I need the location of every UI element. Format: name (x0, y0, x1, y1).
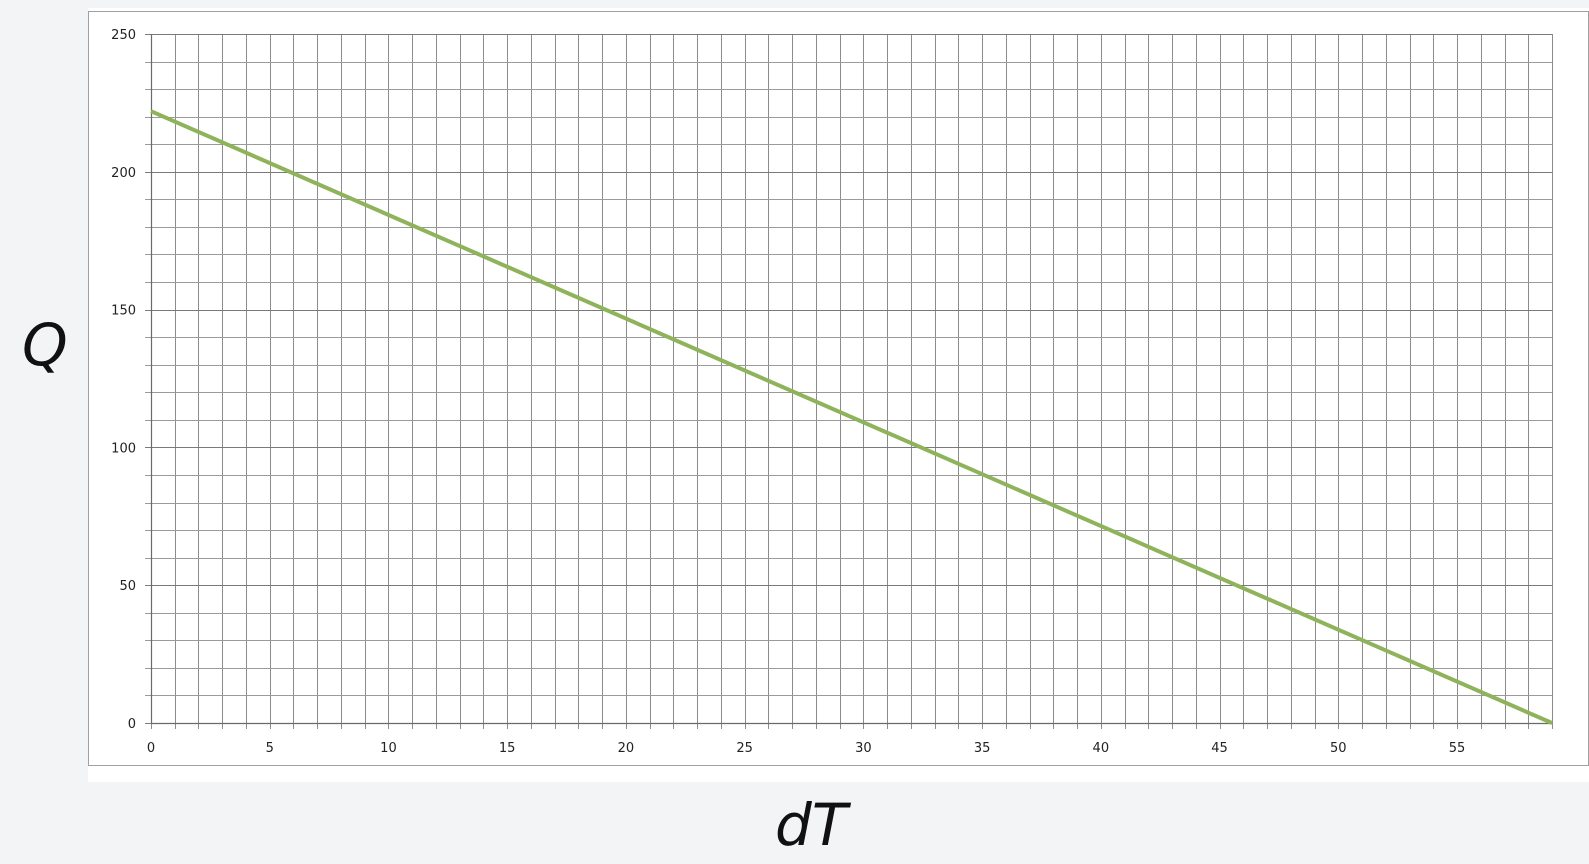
x-tick-label: 45 (1211, 741, 1228, 756)
x-tick-label: 25 (736, 741, 753, 756)
y-tick-label: 0 (128, 717, 136, 732)
x-tick-label: 10 (380, 741, 397, 756)
x-tick-label: 35 (974, 741, 991, 756)
x-tick-label: 40 (1093, 741, 1110, 756)
x-tick-label: 0 (147, 741, 155, 756)
y-tick-label: 100 (111, 441, 136, 456)
y-tick-label: 250 (111, 28, 136, 43)
chart-panel: 0 50 100 150 200 250 0 5 10 15 20 25 30 35 40 45 50 55 (88, 8, 1589, 782)
series-line-0 (150, 109, 1553, 725)
chart-plot: 0 50 100 150 200 250 0 5 10 15 20 25 30 35 40 45 50 55 (88, 11, 1589, 766)
x-tick-label: 15 (499, 741, 516, 756)
y-tick-label: 150 (111, 304, 136, 319)
x-tick-label: 30 (855, 741, 872, 756)
y-tick-label: 50 (119, 579, 136, 594)
chart-frame (88, 11, 1589, 766)
x-tick-label: 20 (618, 741, 635, 756)
x-axis-label: dT (775, 791, 848, 859)
y-tick-label: 200 (111, 166, 136, 181)
y-axis-label: Q (22, 311, 68, 379)
x-tick-label: 50 (1330, 741, 1347, 756)
x-tick-label: 5 (266, 741, 274, 756)
x-tick-label: 55 (1449, 741, 1466, 756)
